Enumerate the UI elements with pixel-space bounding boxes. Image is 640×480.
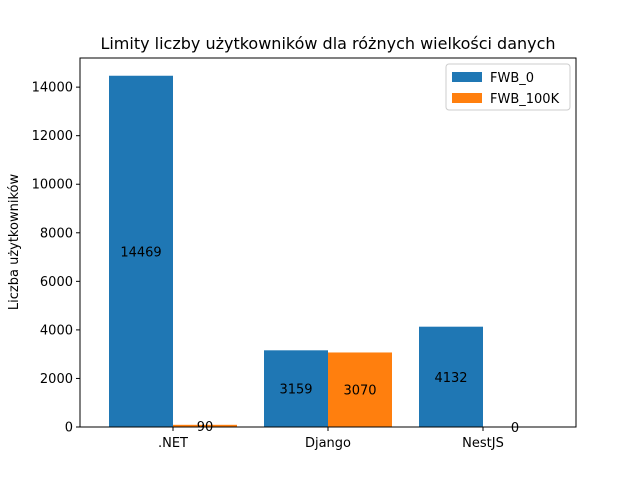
axes-frame	[79, 57, 577, 428]
bar-FWB_100K-Django	[328, 352, 392, 427]
x-tick-label: NestJS	[462, 436, 504, 451]
legend-swatch	[452, 93, 482, 103]
data-label: 3159	[279, 383, 312, 398]
data-label: 14469	[120, 245, 161, 260]
x-tick-label: Django	[305, 436, 351, 451]
legend-label: FWB_100K	[490, 92, 560, 107]
data-label: 0	[511, 421, 519, 436]
bar-FWB_100K-.NET	[173, 424, 237, 427]
y-tick-label: 12000	[32, 129, 73, 144]
bar-FWB_0-.NET	[109, 75, 173, 428]
y-tick-label: 2000	[40, 372, 73, 387]
legend-swatch	[452, 72, 482, 82]
y-tick-label: 8000	[40, 226, 73, 241]
y-tick-label: 0	[65, 421, 73, 436]
legend: FWB_0 FWB_100K	[445, 63, 571, 111]
plot-area: 0 2000 4000 6000 8000 10000 12000 14000 .NET 1446…	[32, 75, 519, 451]
y-tick-label: 14000	[32, 81, 73, 96]
y-axis-label: Liczba użytkowników	[7, 174, 22, 311]
x-tick-label: .NET	[158, 436, 188, 451]
y-tick-label: 4000	[40, 323, 73, 338]
data-label: 4132	[434, 371, 467, 386]
legend-label: FWB_0	[490, 71, 534, 86]
y-tick-label: 6000	[40, 275, 73, 290]
data-label: 3070	[343, 384, 376, 399]
y-tick-label: 10000	[32, 178, 73, 193]
chart-title: Limity liczby użytkowników dla różnych w…	[100, 34, 555, 53]
bar-FWB_0-Django	[264, 350, 328, 427]
bar-FWB_0-NestJS	[419, 326, 483, 427]
